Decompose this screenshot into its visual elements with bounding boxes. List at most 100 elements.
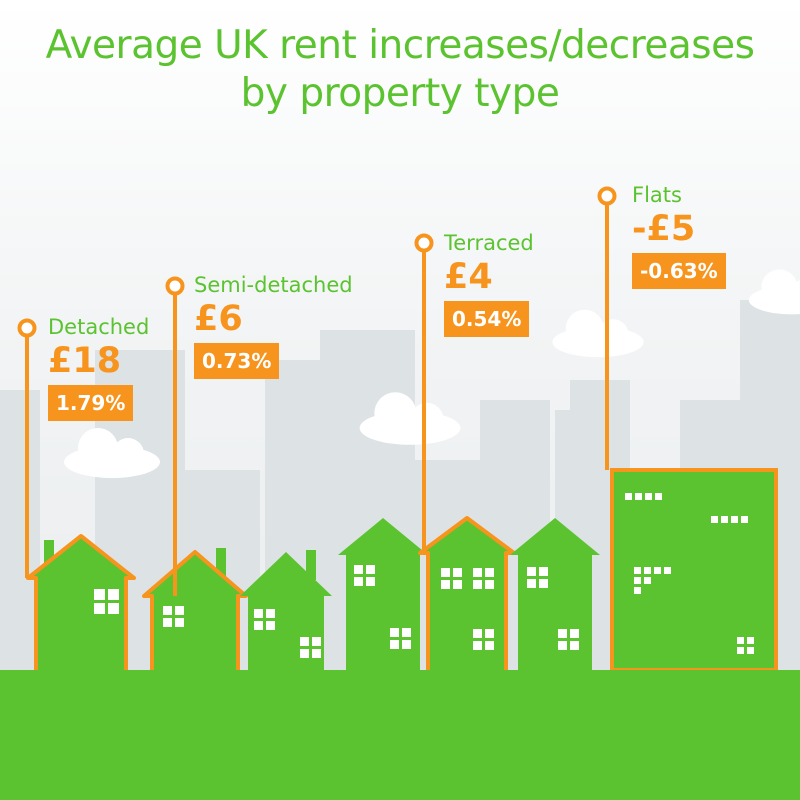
chimney <box>216 548 226 578</box>
window <box>625 493 662 500</box>
pointer <box>165 276 185 596</box>
property-type-label: Detached <box>48 315 150 339</box>
window <box>634 577 651 584</box>
window-pane <box>453 568 462 577</box>
window-pane <box>163 618 172 627</box>
window-pane <box>747 647 754 654</box>
rent-change-amount: £18 <box>48 341 122 381</box>
window-pane <box>366 577 375 586</box>
house-terraced <box>418 516 516 672</box>
window-pane <box>635 493 642 500</box>
window-pane <box>441 580 450 589</box>
pointer <box>597 186 617 470</box>
cloud-puff <box>598 319 629 350</box>
window-pane <box>441 568 450 577</box>
house-outline <box>142 550 248 672</box>
cloud <box>748 269 800 315</box>
window-pane <box>634 567 641 574</box>
window <box>390 628 411 649</box>
window-pane <box>94 589 105 600</box>
window <box>254 609 275 630</box>
chart-title: Average UK rent increases/decreases by p… <box>0 22 800 118</box>
window-pane <box>527 579 536 588</box>
window <box>558 629 579 650</box>
window-pane <box>721 516 728 523</box>
window-pane <box>539 567 548 576</box>
percent-change-badge: 0.54% <box>444 301 530 337</box>
window-pane <box>570 629 579 638</box>
window-pane <box>625 493 632 500</box>
window <box>527 567 548 588</box>
window-pane <box>108 603 119 614</box>
window-pane <box>485 568 494 577</box>
label-terraced: Terraced £4 0.54% <box>444 231 534 337</box>
cloud-puff <box>374 392 417 435</box>
window-pane <box>175 618 184 627</box>
window-pane <box>570 641 579 650</box>
window-pane <box>473 641 482 650</box>
window-pane <box>312 649 321 658</box>
house-body <box>28 536 134 672</box>
label-detached: Detached £18 1.79% <box>48 315 149 421</box>
window-pane <box>645 493 652 500</box>
window-pane <box>711 516 718 523</box>
window-pane <box>453 580 462 589</box>
window-pane <box>402 628 411 637</box>
cloud-puff <box>78 428 118 468</box>
window-pane <box>634 577 641 584</box>
window-pane <box>254 609 263 618</box>
window-pane <box>654 567 661 574</box>
window-pane <box>747 637 754 644</box>
rent-change-amount: -£5 <box>632 209 696 249</box>
window-pane <box>655 493 662 500</box>
percent-change-badge: 0.73% <box>194 343 280 379</box>
window-pane <box>94 603 105 614</box>
window-pane <box>473 580 482 589</box>
window-pane <box>354 565 363 574</box>
pointer-marker <box>414 233 434 253</box>
flats-body <box>610 468 778 672</box>
window <box>473 568 494 589</box>
percent-change-badge: -0.63% <box>632 253 726 289</box>
house-body <box>144 552 246 672</box>
rent-change-amount: £4 <box>444 257 493 297</box>
window-pane <box>175 606 184 615</box>
pointer-marker <box>17 318 37 338</box>
window <box>634 567 671 574</box>
window-pane <box>300 637 309 646</box>
window-pane <box>737 647 744 654</box>
window-pane <box>390 628 399 637</box>
window-pane <box>731 516 738 523</box>
pointer <box>414 233 434 553</box>
property-type-label: Terraced <box>444 231 534 255</box>
window-pane <box>539 579 548 588</box>
window-pane <box>366 565 375 574</box>
window-pane <box>266 609 275 618</box>
property-type-label: Semi-detached <box>194 273 353 297</box>
title-line-2: by property type <box>240 71 560 116</box>
house-outline <box>26 534 136 672</box>
window-pane <box>527 567 536 576</box>
window <box>634 587 641 594</box>
window-pane <box>354 577 363 586</box>
window <box>711 516 748 523</box>
window-pane <box>485 580 494 589</box>
window-pane <box>737 637 744 644</box>
ground <box>0 670 800 800</box>
window-pane <box>664 567 671 574</box>
percent-change-badge: 1.79% <box>48 385 134 421</box>
window <box>94 589 119 614</box>
window-pane <box>485 641 494 650</box>
window <box>473 629 494 650</box>
cloud-puff <box>761 269 798 306</box>
label-flats: Flats -£5 -0.63% <box>632 183 726 289</box>
pointer-lines <box>17 186 617 596</box>
window-pane <box>108 589 119 600</box>
window-pane <box>558 641 567 650</box>
flats-block <box>610 468 778 672</box>
pointer-marker <box>165 276 185 296</box>
window-pane <box>473 629 482 638</box>
window-pane <box>644 567 651 574</box>
